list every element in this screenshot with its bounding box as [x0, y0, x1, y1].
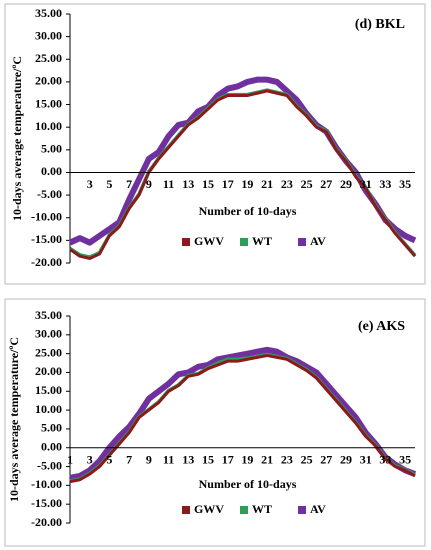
x-tick-label: 27: [320, 452, 332, 466]
x-tick-label: 21: [261, 452, 273, 466]
legend-label: WT: [252, 502, 272, 516]
x-tick-label: 9: [146, 177, 152, 191]
x-tick-label: 19: [241, 452, 253, 466]
y-tick-label: 25.00: [35, 345, 62, 359]
x-tick-label: 31: [360, 452, 372, 466]
legend-label: AV: [310, 502, 326, 516]
y-tick-label: 30.00: [35, 327, 62, 341]
x-tick-label: 5: [106, 177, 112, 191]
x-tick-label: 25: [301, 452, 313, 466]
x-tick-label: 11: [163, 177, 174, 191]
panel-border: [4, 3, 426, 285]
y-tick-label: -20.00: [31, 255, 62, 269]
x-tick-label: 9: [146, 452, 152, 466]
x-tick-label: 7: [126, 452, 132, 466]
x-tick-label: 33: [379, 177, 391, 191]
y-tick-label: 15.00: [35, 96, 62, 110]
x-tick-label: 29: [340, 452, 352, 466]
x-axis-title: Number of 10-days: [199, 204, 297, 218]
x-tick-label: 21: [261, 177, 273, 191]
x-tick-label: 23: [281, 452, 293, 466]
legend-swatch: [182, 506, 190, 514]
x-tick-label: 17: [222, 452, 234, 466]
y-tick-label: 5.00: [41, 142, 62, 156]
x-tick-label: 3: [87, 177, 93, 191]
y-tick-label: 5.00: [41, 421, 62, 435]
legend-swatch: [240, 506, 248, 514]
x-tick-label: 13: [182, 177, 194, 191]
x-tick-label: 13: [182, 452, 194, 466]
y-tick-label: -10.00: [31, 477, 62, 491]
x-axis-title: Number of 10-days: [199, 477, 297, 491]
y-tick-label: 35.00: [35, 308, 62, 322]
x-tick-label: 15: [202, 452, 214, 466]
legend-swatch: [298, 506, 306, 514]
y-tick-label: -15.00: [31, 232, 62, 246]
series-line: [69, 88, 417, 259]
y-tick-label: 30.00: [35, 28, 62, 42]
panel-title: (d) BKL: [355, 17, 405, 32]
y-tick-label: -10.00: [31, 209, 62, 223]
x-tick-label: 3: [87, 452, 93, 466]
panel-border: [4, 298, 426, 547]
y-tick-label: 10.00: [35, 402, 62, 416]
y-tick-label: -5.00: [37, 187, 62, 201]
y-tick-label: 0.00: [41, 164, 62, 178]
y-tick-label: 10.00: [35, 119, 62, 133]
x-tick-label: 17: [222, 177, 234, 191]
x-tick-label: 15: [202, 177, 214, 191]
x-tick-label: 35: [399, 452, 411, 466]
legend-swatch: [240, 238, 248, 246]
series-line: [69, 89, 417, 260]
series-line: [69, 346, 417, 481]
y-tick-label: 35.00: [35, 6, 62, 20]
x-tick-label: 1: [67, 452, 73, 466]
legend-label: GWV: [194, 234, 224, 248]
y-tick-label: 20.00: [35, 74, 62, 88]
legend-label: GWV: [194, 502, 224, 516]
x-tick-label: 29: [340, 177, 352, 191]
y-tick-label: 20.00: [35, 364, 62, 378]
legend-swatch: [182, 238, 190, 246]
x-tick-label: 23: [281, 177, 293, 191]
y-tick-label: 15.00: [35, 383, 62, 397]
x-tick-label: 5: [106, 452, 112, 466]
x-tick-label: 7: [126, 177, 132, 191]
y-axis-title: 10-days average temperature/ºC: [7, 337, 21, 502]
legend-swatch: [298, 238, 306, 246]
y-tick-label: 25.00: [35, 51, 62, 65]
x-tick-label: 33: [379, 452, 391, 466]
x-tick-label: 19: [241, 177, 253, 191]
y-tick-label: -5.00: [37, 458, 62, 472]
legend-label: AV: [310, 234, 326, 248]
series-line: [69, 354, 416, 484]
y-axis-title: 10-days average temperature/ºC: [10, 56, 24, 221]
x-tick-label: 35: [399, 177, 411, 191]
y-tick-label: -20.00: [31, 515, 62, 529]
x-tick-label: 31: [360, 177, 372, 191]
legend-label: WT: [252, 234, 272, 248]
panel-title: (e) AKS: [358, 319, 405, 334]
x-tick-label: 27: [320, 177, 332, 191]
x-tick-label: 11: [163, 452, 174, 466]
y-tick-label: 0.00: [41, 439, 62, 453]
x-tick-label: 25: [301, 177, 313, 191]
y-tick-label: -15.00: [31, 496, 62, 510]
